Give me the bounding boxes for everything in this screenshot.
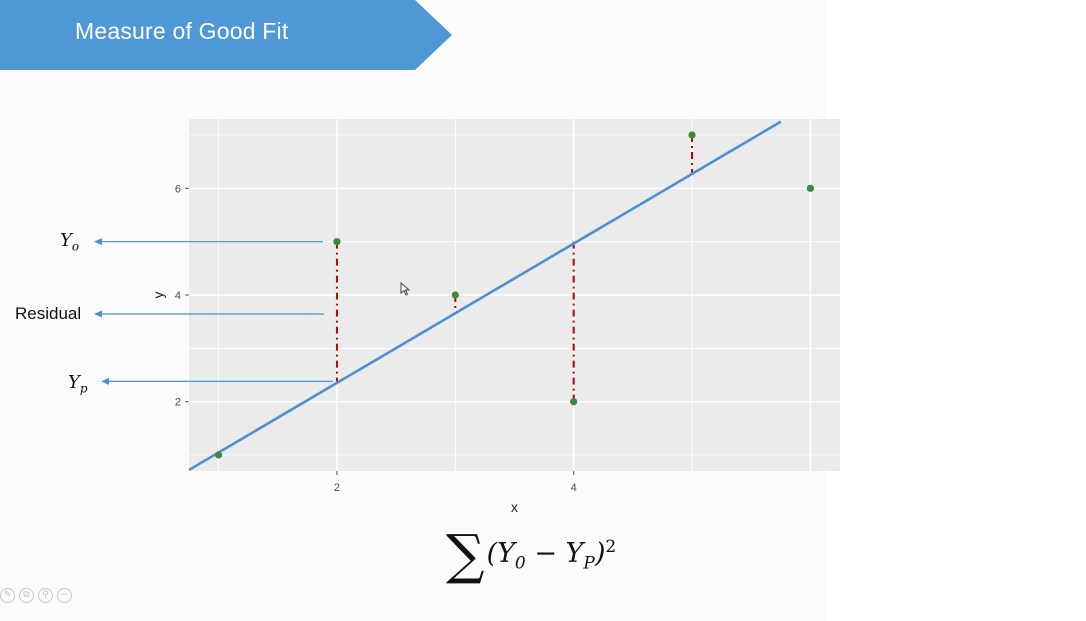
- banner-arrow-shape: [0, 0, 452, 70]
- formula-expression: (Y0 − YP)2: [486, 536, 617, 574]
- data-point: [451, 291, 459, 299]
- y-tick-label: 2: [175, 397, 181, 409]
- gridlines: [189, 119, 840, 471]
- edit-icon[interactable]: ✎: [0, 588, 15, 603]
- axis-ticks: 2 4 2 4 6: [175, 183, 577, 494]
- data-point: [806, 184, 815, 192]
- slide-title: Measure of Good Fit: [75, 18, 289, 44]
- annotation-arrows: [94, 238, 333, 385]
- y-observed-label: Yo: [60, 230, 80, 254]
- copy-icon[interactable]: ⧉: [19, 588, 34, 603]
- data-point: [214, 451, 223, 459]
- mouse-cursor-icon: [400, 282, 411, 296]
- summation-symbol: ∑: [446, 523, 485, 586]
- minus-icon[interactable]: −: [57, 588, 72, 603]
- x-tick-label: 4: [571, 482, 577, 494]
- y-tick-label: 6: [175, 183, 181, 195]
- data-point: [570, 398, 578, 406]
- zoom-icon[interactable]: ⚲: [38, 588, 53, 603]
- arrow-residual-head: [94, 310, 102, 318]
- x-tick-label: 2: [334, 482, 340, 494]
- presentation-toolbar: ✎ ⧉ ⚲ −: [0, 588, 72, 606]
- y-tick-label: 4: [175, 290, 181, 302]
- residual-label: Residual: [15, 304, 82, 323]
- slide-right-margin: [826, 0, 1086, 621]
- data-point: [688, 131, 696, 139]
- data-point: [333, 238, 341, 246]
- y-axis-label: y: [150, 292, 166, 299]
- arrow-y-observed-head: [94, 238, 102, 246]
- arrow-y-predicted-head: [101, 377, 109, 385]
- data-points: [214, 131, 815, 459]
- title-banner: Measure of Good Fit: [0, 0, 460, 72]
- sum-of-squares-formula: ∑ (Y0 − YP)2: [446, 528, 616, 582]
- y-predicted-label: Yp: [68, 372, 88, 396]
- x-axis-label: x: [511, 499, 518, 515]
- fit-line: [188, 120, 782, 472]
